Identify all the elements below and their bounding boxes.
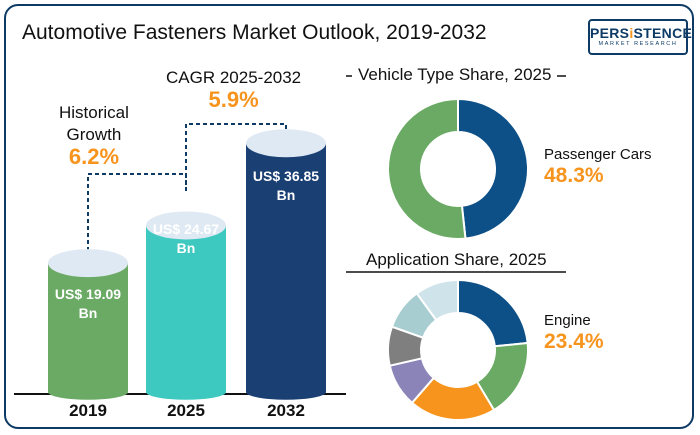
bar-layer — [48, 129, 326, 400]
vehicle-share-title: Vehicle Type Share, 2025 — [352, 65, 558, 85]
x-tick-2019: 2019 — [69, 401, 107, 420]
infographic-frame: Automotive Fasteners Market Outlook, 201… — [4, 4, 694, 429]
vehicle-type-donut — [387, 97, 529, 240]
bar-label-2032-line1: US$ 36.85 — [253, 168, 319, 184]
logo-wordmark-accent: i — [629, 25, 634, 41]
historical-value: 6.2% — [68, 144, 120, 169]
engine-value: 23.4% — [544, 330, 604, 353]
logo-tagline: MARKET RESEARCH — [598, 41, 678, 47]
donut2-slice-6 — [415, 278, 459, 322]
cagr-label: CAGR 2025-2032 — [166, 68, 302, 87]
historical-label-line2: Growth — [66, 125, 122, 144]
logo-wordmark-pre: PERS — [590, 25, 630, 41]
logo-wordmark: PERSiSTENCE — [590, 25, 692, 41]
cagr-annotation: CAGR 2025-2032 5.9% — [166, 67, 301, 111]
x-tick-2032: 2032 — [267, 401, 305, 420]
passenger-cars-value: 48.3% — [544, 164, 604, 187]
bar-2032 — [246, 143, 326, 400]
chart-canvas: 2019 2025 2032 US$ 19.09 Bn US$ 24.67 Bn… — [14, 75, 566, 421]
bar-cap-2032 — [246, 129, 326, 158]
application-donut — [387, 278, 529, 421]
bar-label-2025-line1: US$ 24.67 — [153, 221, 219, 237]
passenger-cars-label: Passenger Cars — [544, 146, 652, 163]
donut1-slice-1 — [387, 97, 467, 240]
historical-growth-annotation: Historical Growth 6.2% — [59, 102, 129, 168]
application-share-title: Application Share, 2025 — [360, 250, 553, 270]
bar-label-2019-line2: Bn — [79, 305, 98, 321]
cagr-connector — [185, 123, 287, 191]
bar-cap-2019 — [48, 249, 128, 278]
historical-label-line1: Historical — [59, 103, 129, 122]
logo-wordmark-post: STENCE — [633, 25, 693, 41]
page-title: Automotive Fasteners Market Outlook, 201… — [22, 21, 487, 44]
bar-label-2025-line2: Bn — [177, 240, 196, 256]
engine-label: Engine — [544, 312, 591, 329]
donut2-slice-0 — [457, 278, 529, 348]
cagr-value: 5.9% — [208, 87, 259, 112]
bar-label-2032-line2: Bn — [277, 187, 296, 203]
donut1-slice-0 — [457, 97, 529, 240]
bar-2025 — [146, 225, 226, 400]
bar-label-2019-line1: US$ 19.09 — [55, 286, 121, 302]
brand-logo: PERSiSTENCE MARKET RESEARCH — [588, 19, 692, 55]
bar-2019 — [48, 263, 128, 400]
bar-cap-2025 — [146, 211, 226, 240]
x-tick-2025: 2025 — [167, 401, 205, 420]
